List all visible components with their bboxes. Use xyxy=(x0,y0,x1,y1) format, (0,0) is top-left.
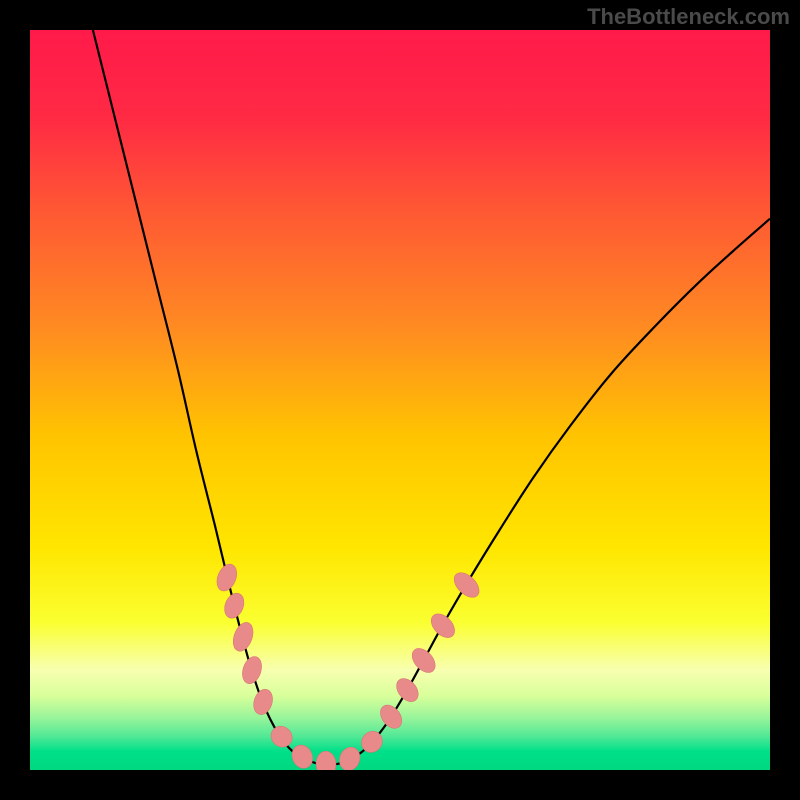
chart-svg xyxy=(30,30,770,770)
watermark-text: TheBottleneck.com xyxy=(587,4,790,30)
curve-marker xyxy=(251,687,276,717)
plot-area xyxy=(30,30,770,770)
curve-marker xyxy=(288,742,316,770)
curve-marker xyxy=(213,561,240,594)
curve-marker xyxy=(408,644,440,677)
curve-marker xyxy=(336,744,364,770)
bottleneck-curve xyxy=(93,30,770,765)
curve-marker xyxy=(376,701,406,733)
curve-marker xyxy=(427,609,459,642)
curve-marker xyxy=(267,722,297,751)
curve-marker xyxy=(316,751,337,770)
curve-marker xyxy=(450,568,484,602)
curve-marker xyxy=(221,590,247,621)
curve-markers xyxy=(213,561,483,770)
curve-marker xyxy=(230,620,257,654)
curve-marker xyxy=(392,674,423,705)
curve-marker xyxy=(239,654,265,686)
